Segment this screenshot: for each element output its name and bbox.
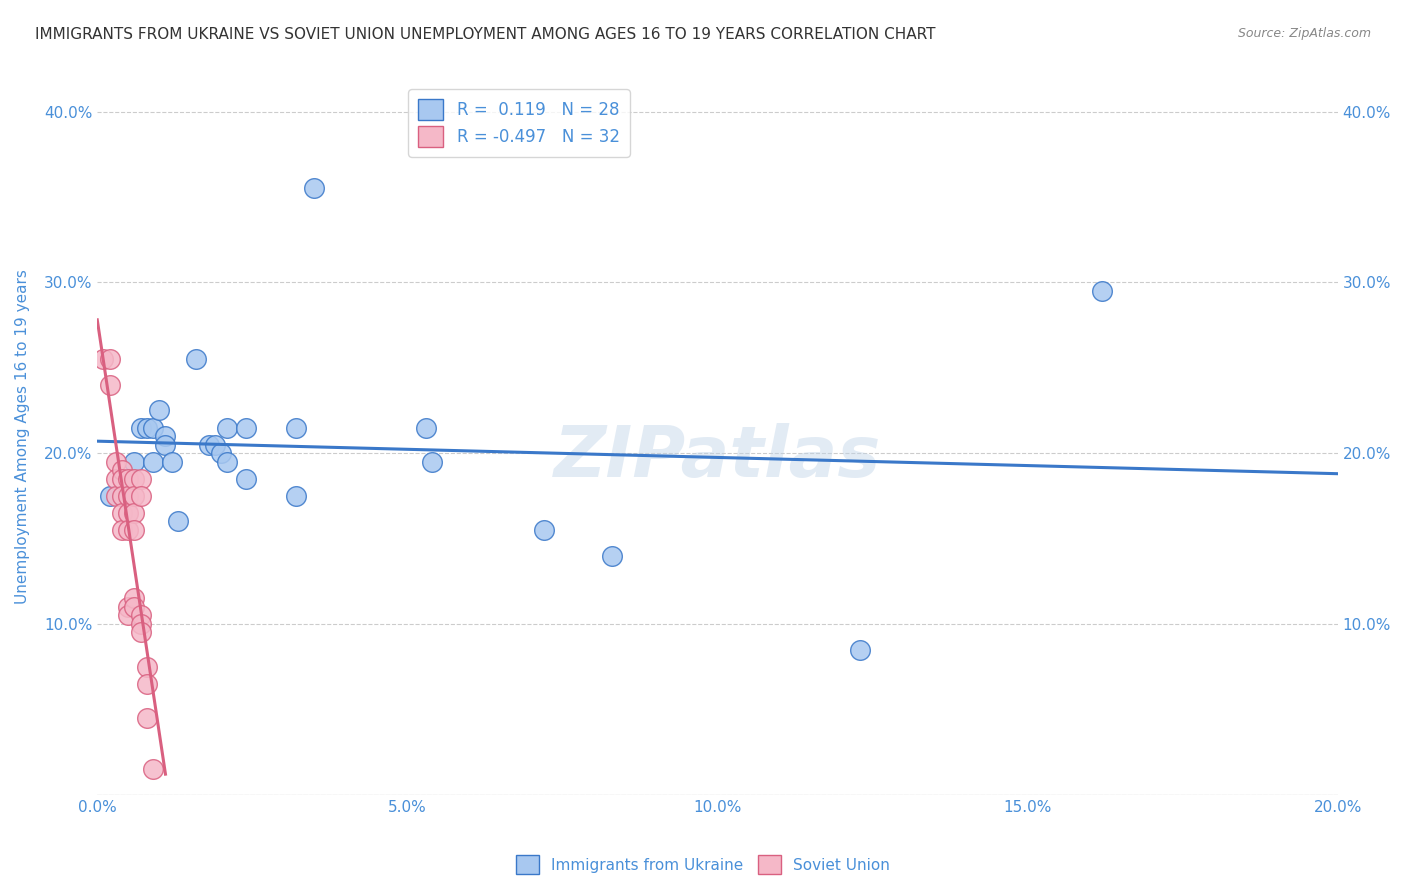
Point xyxy=(124,591,146,606)
Point xyxy=(104,489,127,503)
Point xyxy=(124,455,146,469)
Point xyxy=(284,489,307,503)
Point xyxy=(142,420,165,434)
Point xyxy=(135,676,157,690)
Point xyxy=(129,420,152,434)
Point xyxy=(155,429,177,443)
Point xyxy=(129,489,152,503)
Point xyxy=(98,489,121,503)
Point xyxy=(284,420,307,434)
Point xyxy=(111,472,134,486)
Point xyxy=(142,455,165,469)
Text: Source: ZipAtlas.com: Source: ZipAtlas.com xyxy=(1237,27,1371,40)
Point xyxy=(124,506,146,520)
Point xyxy=(111,489,134,503)
Point xyxy=(111,523,134,537)
Point xyxy=(104,455,127,469)
Point xyxy=(129,616,152,631)
Point xyxy=(93,352,115,367)
Point xyxy=(160,455,183,469)
Point xyxy=(420,455,443,469)
Point xyxy=(111,506,134,520)
Point xyxy=(129,625,152,640)
Point xyxy=(124,489,146,503)
Point xyxy=(135,659,157,673)
Point xyxy=(117,489,139,503)
Point xyxy=(217,455,239,469)
Point xyxy=(135,711,157,725)
Point xyxy=(155,437,177,451)
Point xyxy=(117,523,139,537)
Legend: Immigrants from Ukraine, Soviet Union: Immigrants from Ukraine, Soviet Union xyxy=(509,849,897,880)
Point xyxy=(198,437,221,451)
Point xyxy=(117,506,139,520)
Y-axis label: Unemployment Among Ages 16 to 19 years: Unemployment Among Ages 16 to 19 years xyxy=(15,268,30,604)
Point xyxy=(600,549,623,563)
Point xyxy=(111,463,134,477)
Point xyxy=(415,420,437,434)
Text: ZIPatlas: ZIPatlas xyxy=(554,423,882,492)
Point xyxy=(235,420,257,434)
Point xyxy=(117,599,139,614)
Point xyxy=(235,472,257,486)
Point xyxy=(98,377,121,392)
Point xyxy=(142,762,165,776)
Point xyxy=(124,472,146,486)
Text: IMMIGRANTS FROM UKRAINE VS SOVIET UNION UNEMPLOYMENT AMONG AGES 16 TO 19 YEARS C: IMMIGRANTS FROM UKRAINE VS SOVIET UNION … xyxy=(35,27,935,42)
Point xyxy=(98,352,121,367)
Point xyxy=(1091,284,1114,298)
Legend: R =  0.119   N = 28, R = -0.497   N = 32: R = 0.119 N = 28, R = -0.497 N = 32 xyxy=(408,89,630,157)
Point xyxy=(124,523,146,537)
Point xyxy=(148,403,170,417)
Point xyxy=(533,523,555,537)
Point xyxy=(124,599,146,614)
Point xyxy=(129,608,152,623)
Point xyxy=(167,515,190,529)
Point xyxy=(209,446,232,460)
Point xyxy=(304,181,326,195)
Point xyxy=(117,472,139,486)
Point xyxy=(129,472,152,486)
Point xyxy=(135,420,157,434)
Point xyxy=(186,352,208,367)
Point xyxy=(849,642,872,657)
Point xyxy=(204,437,226,451)
Point xyxy=(217,420,239,434)
Point xyxy=(104,472,127,486)
Point xyxy=(117,608,139,623)
